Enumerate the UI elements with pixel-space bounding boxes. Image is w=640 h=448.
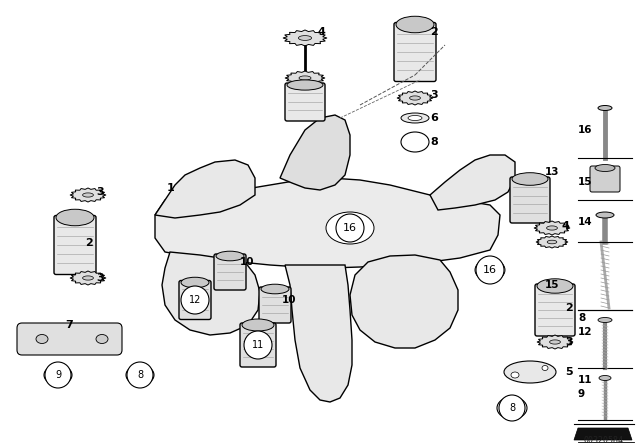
Polygon shape [70, 271, 106, 285]
Ellipse shape [83, 276, 93, 280]
Ellipse shape [299, 76, 311, 80]
Text: 15: 15 [578, 177, 593, 187]
Polygon shape [285, 71, 325, 85]
Polygon shape [283, 30, 327, 46]
Text: 3: 3 [96, 187, 104, 197]
Polygon shape [536, 236, 568, 248]
Text: 12: 12 [189, 295, 201, 305]
FancyBboxPatch shape [240, 323, 276, 367]
Ellipse shape [96, 335, 108, 344]
Polygon shape [162, 252, 260, 335]
Polygon shape [537, 335, 573, 349]
Text: 10: 10 [282, 295, 296, 305]
FancyBboxPatch shape [590, 166, 620, 192]
Circle shape [45, 362, 71, 388]
Ellipse shape [36, 335, 48, 344]
Ellipse shape [547, 240, 557, 244]
Ellipse shape [56, 209, 94, 226]
FancyBboxPatch shape [394, 22, 436, 82]
Text: 2: 2 [85, 238, 93, 248]
Polygon shape [574, 428, 632, 440]
Circle shape [181, 286, 209, 314]
Text: 9: 9 [55, 370, 61, 380]
Ellipse shape [599, 375, 611, 380]
Text: 8: 8 [137, 370, 143, 380]
Text: 00320584: 00320584 [584, 436, 624, 445]
Text: 8: 8 [509, 403, 515, 413]
Text: 16: 16 [578, 125, 593, 135]
Circle shape [336, 214, 364, 242]
Ellipse shape [511, 372, 519, 378]
Text: 3: 3 [430, 90, 438, 100]
Text: 3: 3 [565, 337, 573, 347]
Ellipse shape [287, 80, 323, 90]
Text: 9: 9 [578, 389, 585, 399]
FancyBboxPatch shape [17, 323, 122, 355]
Ellipse shape [298, 35, 312, 40]
Ellipse shape [598, 318, 612, 323]
Ellipse shape [181, 277, 209, 288]
Ellipse shape [396, 16, 434, 33]
Text: 8: 8 [578, 313, 585, 323]
Text: 4: 4 [562, 221, 570, 231]
Text: 16: 16 [483, 265, 497, 275]
FancyBboxPatch shape [54, 215, 96, 275]
Polygon shape [397, 91, 433, 105]
Ellipse shape [550, 340, 561, 344]
Polygon shape [350, 255, 458, 348]
Text: 12: 12 [578, 327, 593, 337]
Circle shape [244, 331, 272, 359]
FancyBboxPatch shape [259, 287, 291, 323]
Polygon shape [534, 221, 570, 235]
FancyBboxPatch shape [285, 83, 325, 121]
FancyBboxPatch shape [535, 284, 575, 336]
Text: 4: 4 [318, 27, 326, 37]
Text: 6: 6 [430, 113, 438, 123]
Polygon shape [155, 160, 255, 218]
Text: 8: 8 [430, 137, 438, 147]
Text: 10: 10 [240, 257, 255, 267]
Ellipse shape [410, 96, 420, 100]
Ellipse shape [595, 164, 615, 172]
Ellipse shape [542, 366, 548, 370]
Text: 7: 7 [65, 320, 73, 330]
Circle shape [476, 256, 504, 284]
Ellipse shape [326, 212, 374, 244]
Ellipse shape [216, 251, 244, 261]
Circle shape [127, 362, 153, 388]
Ellipse shape [537, 279, 573, 293]
Text: 11: 11 [578, 375, 593, 385]
Circle shape [499, 395, 525, 421]
Polygon shape [70, 188, 106, 202]
Text: 5: 5 [565, 367, 573, 377]
Ellipse shape [475, 259, 505, 281]
Ellipse shape [83, 193, 93, 197]
Ellipse shape [261, 284, 289, 294]
Text: 2: 2 [430, 27, 438, 37]
Text: 1: 1 [167, 183, 175, 193]
FancyBboxPatch shape [214, 254, 246, 290]
Text: 2: 2 [565, 303, 573, 313]
Ellipse shape [547, 226, 557, 230]
Text: 11: 11 [252, 340, 264, 350]
Ellipse shape [401, 113, 429, 123]
Polygon shape [285, 265, 352, 402]
FancyBboxPatch shape [510, 177, 550, 223]
Text: 15: 15 [545, 280, 559, 290]
Ellipse shape [596, 212, 614, 218]
Text: 3: 3 [96, 273, 104, 283]
Ellipse shape [242, 319, 274, 331]
FancyBboxPatch shape [179, 280, 211, 319]
Ellipse shape [512, 172, 548, 185]
Text: 13: 13 [545, 167, 559, 177]
Ellipse shape [598, 105, 612, 111]
Text: 16: 16 [343, 223, 357, 233]
Polygon shape [430, 155, 515, 210]
Polygon shape [155, 178, 500, 268]
Text: 14: 14 [578, 217, 593, 227]
Ellipse shape [408, 116, 422, 121]
Polygon shape [280, 115, 350, 190]
Ellipse shape [504, 361, 556, 383]
